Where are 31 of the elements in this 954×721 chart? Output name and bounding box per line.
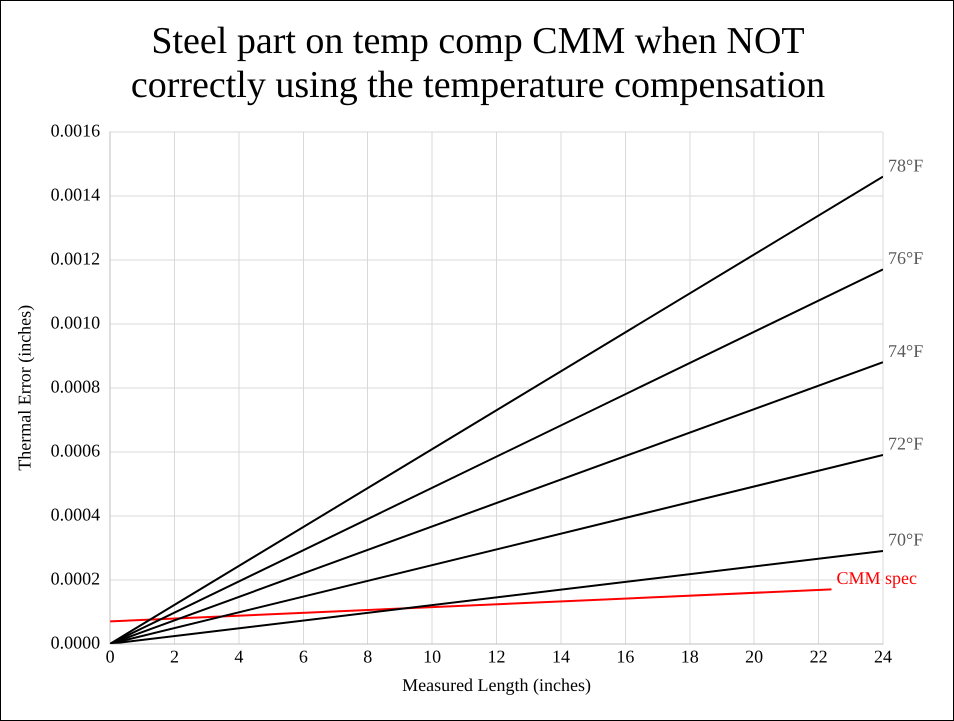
y-tick-label: 0.0004	[50, 504, 100, 525]
y-tick-label: 0.0008	[50, 376, 100, 397]
x-tick-label: 0	[106, 646, 115, 666]
x-tick-label: 2	[170, 646, 180, 666]
series-label: CMM spec	[836, 568, 917, 588]
x-tick-label: 24	[874, 646, 892, 666]
x-tick-label: 16	[616, 646, 634, 666]
series-label: 72°F	[888, 434, 924, 454]
y-tick-label: 0.0014	[50, 184, 100, 205]
x-tick-label: 4	[234, 646, 244, 666]
x-tick-label: 14	[552, 646, 570, 666]
y-axis-title: Thermal Error (inches)	[14, 304, 35, 471]
y-tick-label: 0.0016	[50, 120, 100, 141]
x-tick-label: 20	[745, 646, 764, 666]
series-label: 78°F	[888, 155, 924, 176]
x-axis-title: Measured Length (inches)	[402, 674, 592, 695]
y-tick-label: 0.0012	[50, 248, 100, 269]
y-tick-label: 0.0006	[50, 440, 100, 461]
x-tick-label: 22	[810, 646, 828, 666]
x-tick-label: 12	[488, 646, 506, 666]
y-tick-label: 0.0010	[50, 312, 100, 333]
y-tick-label: 0.0000	[50, 632, 100, 653]
chart-title: Steel part on temp comp CMM when NOT correctly using the temperature compensation	[130, 19, 826, 107]
series-label: 74°F	[888, 340, 924, 361]
x-tick-label: 18	[680, 646, 699, 666]
x-tick-label: 10	[423, 646, 442, 666]
x-tick-label: 8	[363, 646, 372, 666]
series-label: 76°F	[888, 248, 924, 268]
y-tick-label: 0.0002	[50, 568, 100, 589]
series-label: 70°F	[888, 530, 924, 550]
x-tick-label: 6	[298, 646, 308, 666]
